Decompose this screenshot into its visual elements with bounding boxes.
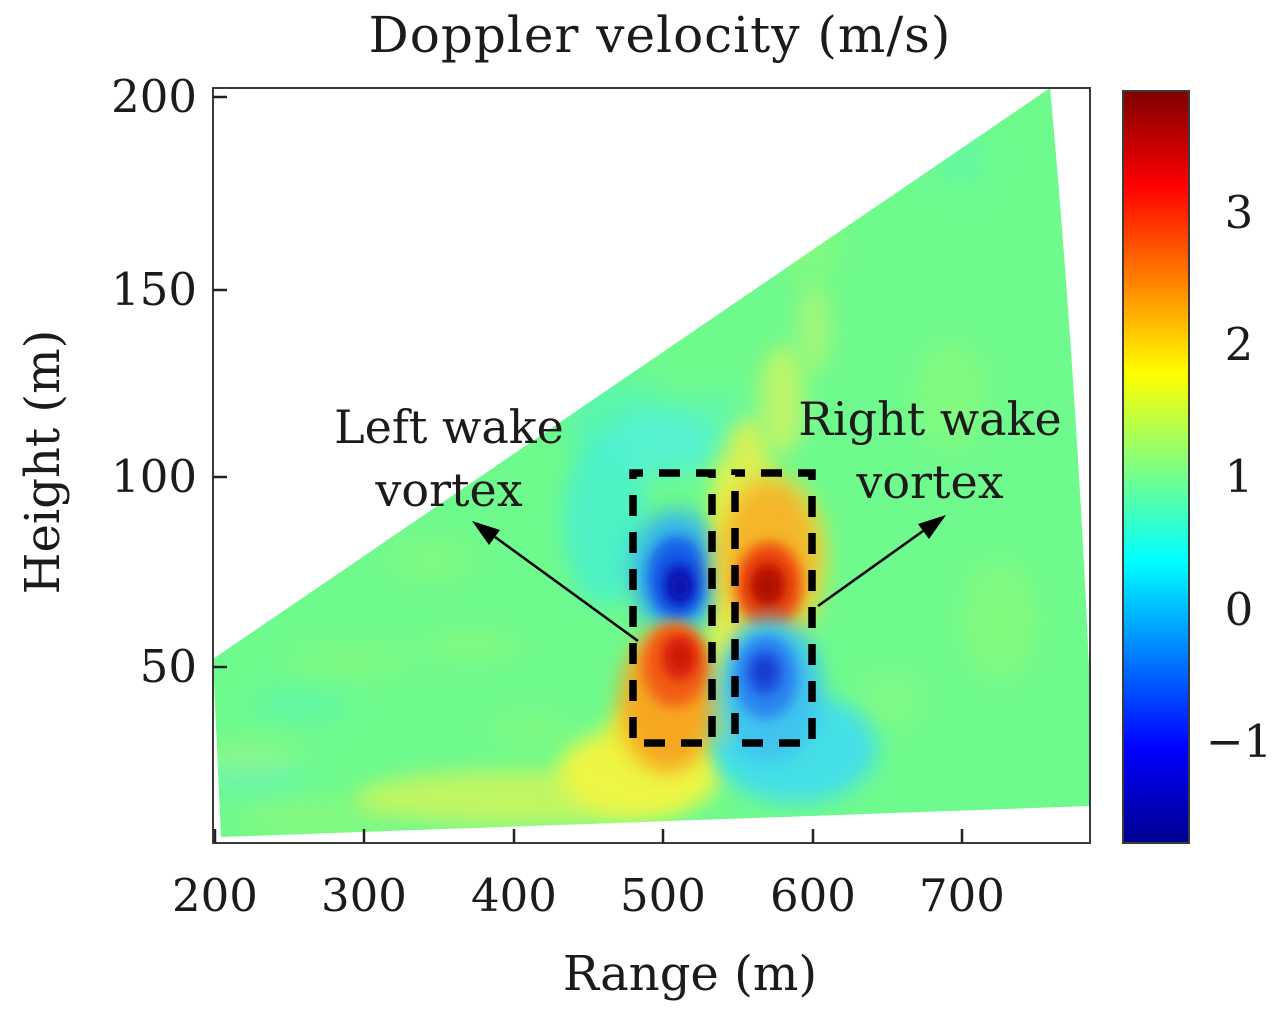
chart-title: Doppler velocity (m/s): [368, 6, 952, 64]
y-tick-label: 150: [111, 263, 197, 316]
x-tick-label: 300: [321, 869, 407, 922]
right-vortex-annotation-line1: Right wake: [798, 392, 1062, 446]
right-vortex-annotation: Right wake vortex: [780, 388, 1080, 514]
colorbar-tick-label: 1: [1224, 450, 1254, 503]
right-vortex-red-lobe: [712, 472, 828, 648]
right-vortex-dashed-box: [731, 469, 816, 747]
x-tick-label: 500: [620, 869, 706, 922]
colorbar-tick-label: 0: [1224, 583, 1254, 636]
left-vortex-red-lobe: [620, 623, 716, 772]
colorbar-tick-label: 3: [1224, 186, 1254, 239]
colorbar-tick-label: −1: [1205, 715, 1273, 768]
x-tick-marks: [213, 829, 964, 843]
left-vortex-dashed-box: [629, 469, 716, 747]
x-tick-label: 600: [770, 869, 856, 922]
right-annotation-arrow: [817, 515, 946, 608]
y-tick-label: 100: [111, 450, 197, 503]
left-annotation-arrow: [472, 521, 639, 643]
x-tick-label: 400: [471, 869, 557, 922]
right-vortex-annotation-line2: vortex: [856, 455, 1004, 509]
x-tick-label: 200: [172, 869, 258, 922]
left-vortex-annotation-line2: vortex: [375, 463, 523, 517]
left-vortex-blue-lobe: [630, 510, 722, 634]
y-tick-marks: [213, 95, 227, 669]
colorbar: [1122, 90, 1190, 844]
y-tick-label: 50: [139, 640, 197, 693]
left-vortex-annotation-line1: Left wake: [334, 400, 564, 454]
axes-box: [212, 87, 1091, 844]
colorbar-tick-label: 2: [1224, 318, 1254, 371]
x-axis-label: Range (m): [562, 946, 818, 1002]
y-tick-label: 200: [111, 70, 197, 123]
right-vortex-blue-lobe: [718, 618, 822, 762]
x-tick-label: 700: [919, 869, 1005, 922]
left-vortex-annotation: Left wake vortex: [299, 396, 599, 522]
